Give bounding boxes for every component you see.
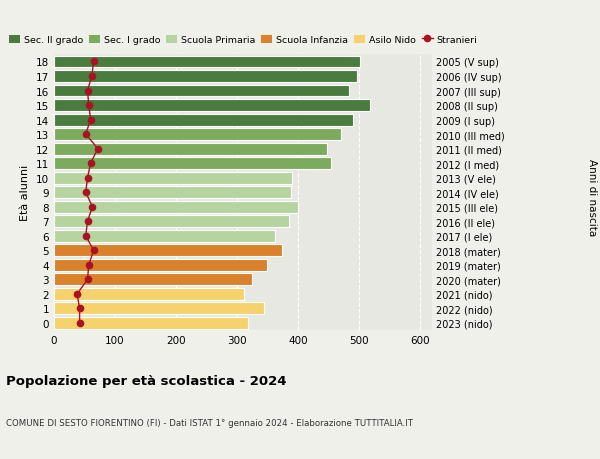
Bar [54,216,289,228]
Text: Popolazione per età scolastica - 2024: Popolazione per età scolastica - 2024 [6,374,287,387]
Bar [54,71,357,83]
Bar [54,303,265,315]
Bar [54,245,282,257]
Text: Anni di nascita: Anni di nascita [587,159,597,236]
Bar [54,202,298,213]
Y-axis label: Età alunni: Età alunni [20,165,31,221]
Bar [54,85,349,97]
Bar [54,100,370,112]
Bar [54,230,275,242]
Text: COMUNE DI SESTO FIORENTINO (FI) - Dati ISTAT 1° gennaio 2024 - Elaborazione TUTT: COMUNE DI SESTO FIORENTINO (FI) - Dati I… [6,418,413,427]
Bar [54,317,248,329]
Bar [54,158,331,170]
Bar [54,172,292,184]
Bar [54,56,360,68]
Bar [54,114,353,126]
Bar [54,129,341,141]
Legend: Sec. II grado, Sec. I grado, Scuola Primaria, Scuola Infanzia, Asilo Nido, Stran: Sec. II grado, Sec. I grado, Scuola Prim… [8,36,478,45]
Bar [54,259,268,271]
Bar [54,187,290,199]
Bar [54,274,252,285]
Bar [54,288,244,300]
Bar [54,143,326,155]
